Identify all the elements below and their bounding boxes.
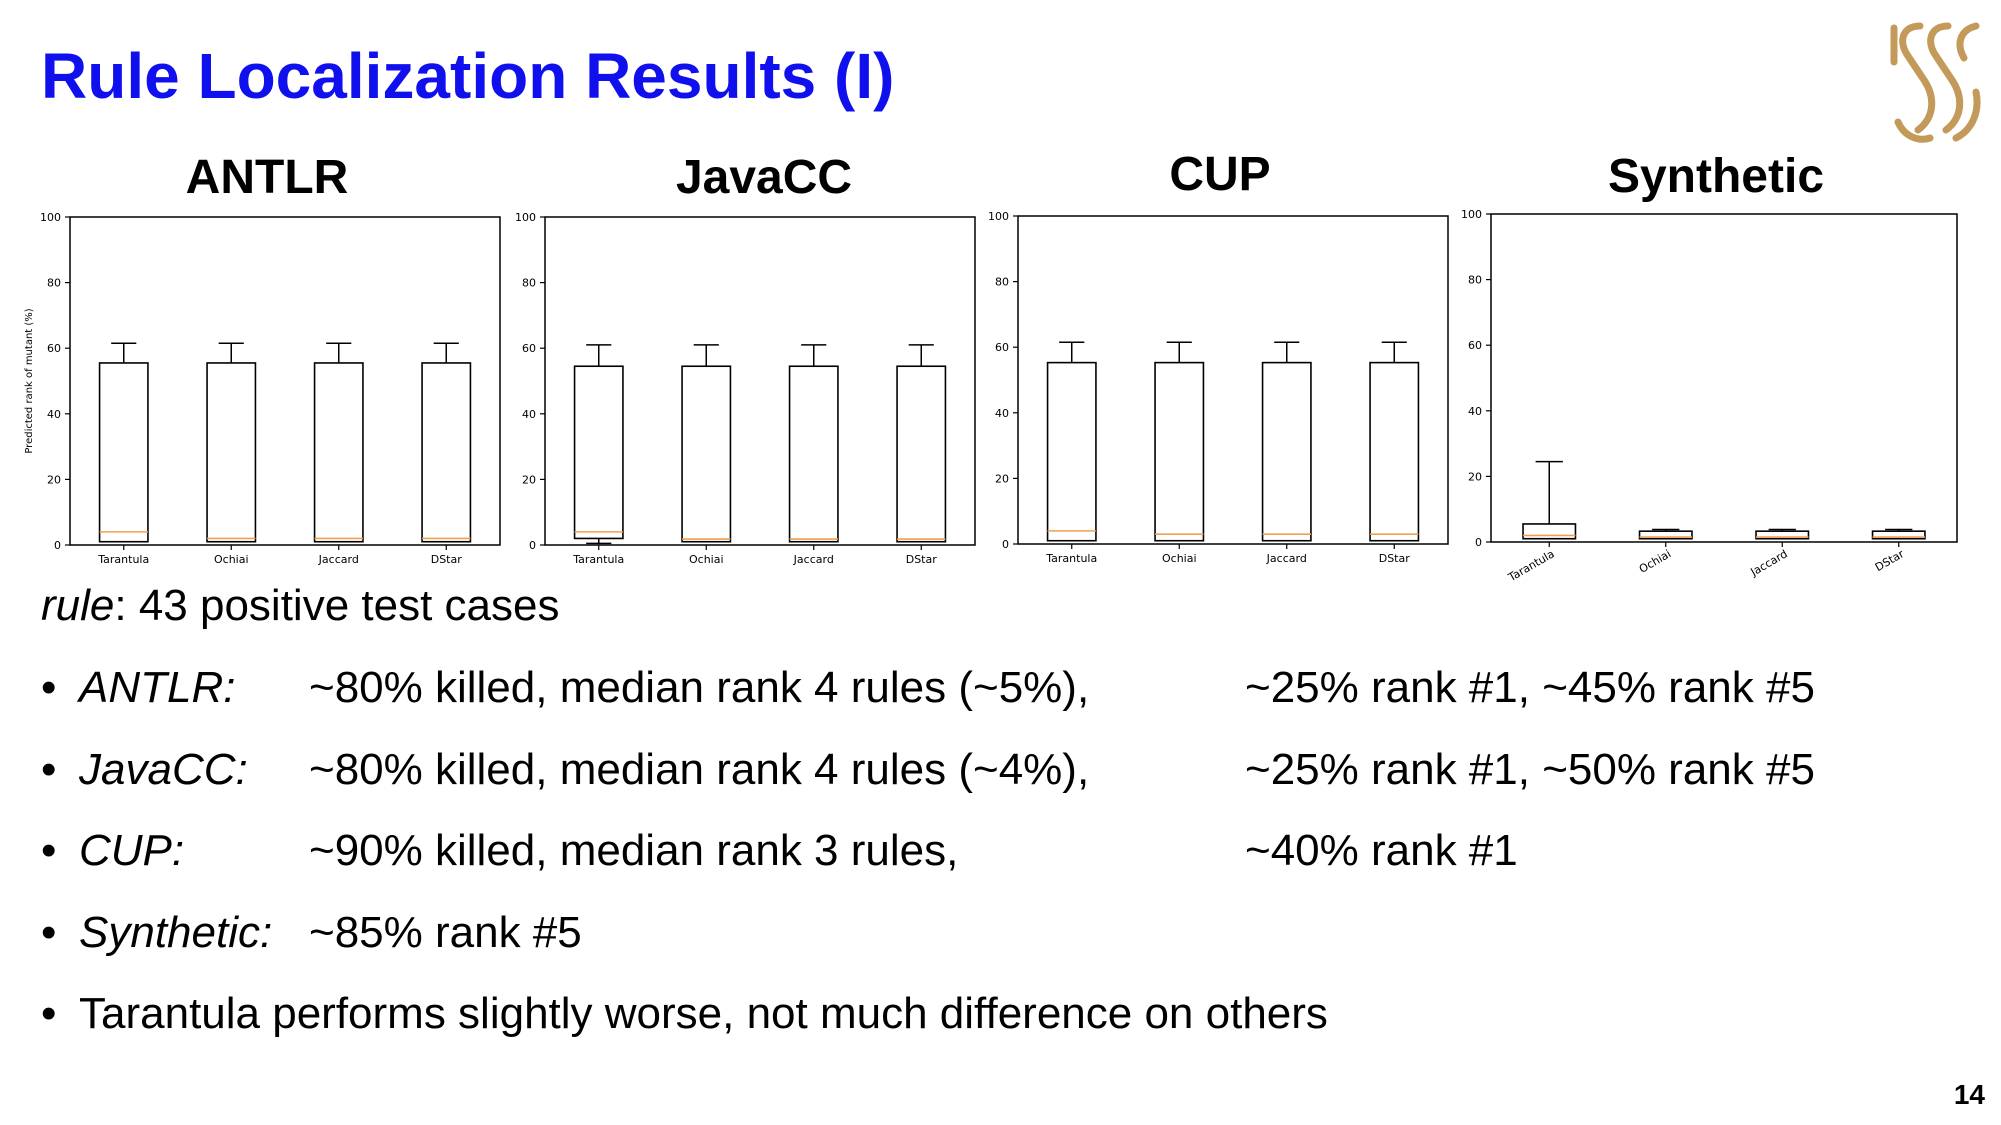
bullet-label: ANTLR: bbox=[79, 663, 236, 712]
y-tick-label: 60 bbox=[995, 341, 1009, 354]
intro-emphasis: rule bbox=[41, 581, 115, 630]
chart-title-cup: CUP bbox=[1169, 148, 1271, 201]
bullet-symbol: • bbox=[41, 663, 57, 712]
box-body bbox=[788, 365, 839, 543]
x-tick-label: Jaccard bbox=[1748, 547, 1790, 579]
x-tick-label: Jaccard bbox=[1266, 552, 1307, 565]
x-tick-label: Tarantula bbox=[1505, 547, 1557, 584]
box-body bbox=[1369, 361, 1420, 542]
x-tick-label: Tarantula bbox=[572, 553, 624, 566]
x-tick-label: Jaccard bbox=[318, 553, 359, 566]
boxplot-charts: 0 20 40 60 80 100 Predicted rank of mutant (%)… bbox=[24, 208, 1958, 585]
x-tick-label: DStar bbox=[431, 553, 463, 566]
bullet-label: CUP: bbox=[79, 826, 185, 875]
y-tick-label: 80 bbox=[1468, 274, 1482, 287]
y-tick-label: 100 bbox=[1461, 208, 1482, 221]
box-body bbox=[1261, 361, 1312, 542]
y-tick-label: 0 bbox=[1002, 538, 1009, 551]
bullet-col2: ~25% rank #1, ~45% rank #5 bbox=[1245, 663, 1815, 712]
intro-line: rule: 43 positive test cases bbox=[41, 584, 560, 628]
box-body bbox=[1154, 361, 1205, 542]
university-logo-icon bbox=[1890, 22, 1981, 143]
chart-title-antlr: ANTLR bbox=[185, 151, 349, 204]
bullet-label: Synthetic: bbox=[79, 908, 273, 957]
y-tick-label: 100 bbox=[988, 210, 1009, 223]
y-tick-label: 0 bbox=[1475, 536, 1482, 549]
plot-frame bbox=[1017, 215, 1449, 545]
plot-frame bbox=[69, 216, 501, 546]
bullet-symbol: • bbox=[41, 908, 57, 957]
box-body bbox=[313, 362, 364, 543]
box-body bbox=[206, 362, 257, 543]
plot-frame bbox=[1490, 213, 1958, 543]
x-tick-label: Tarantula bbox=[97, 553, 149, 566]
bullet-symbol: • bbox=[41, 745, 57, 794]
x-tick-label: DStar bbox=[1873, 547, 1907, 574]
y-tick-label: 20 bbox=[1468, 470, 1482, 483]
x-tick-label: Tarantula bbox=[1045, 552, 1097, 565]
x-tick-label: Ochiai bbox=[1637, 547, 1673, 576]
bullet-col1: ~85% rank #5 bbox=[309, 908, 582, 957]
box-body bbox=[98, 362, 149, 543]
x-tick-label: DStar bbox=[906, 553, 938, 566]
y-tick-label: 40 bbox=[47, 408, 61, 421]
bullet-summary-text: Tarantula performs slightly worse, not m… bbox=[79, 989, 1328, 1038]
y-tick-label: 20 bbox=[47, 473, 61, 486]
box-body bbox=[1871, 530, 1926, 540]
y-tick-label: 80 bbox=[522, 277, 536, 290]
y-tick-label: 80 bbox=[995, 276, 1009, 289]
x-tick-label: Ochiai bbox=[214, 553, 249, 566]
y-tick-label: 40 bbox=[995, 407, 1009, 420]
bullet-col1: ~90% killed, median rank 3 rules, bbox=[309, 826, 959, 875]
x-tick-label: DStar bbox=[1379, 552, 1411, 565]
page-number: 14 bbox=[1953, 1079, 1985, 1110]
bullet-symbol: • bbox=[41, 826, 57, 875]
x-tick-label: Ochiai bbox=[1162, 552, 1197, 565]
bullet-col1: ~80% killed, median rank 4 rules (~4%), bbox=[309, 745, 1090, 794]
plot-frame bbox=[544, 216, 976, 546]
x-tick-label: Ochiai bbox=[689, 553, 724, 566]
box-body bbox=[1522, 523, 1577, 540]
bullet-col2: ~40% rank #1 bbox=[1245, 826, 1518, 875]
box-body bbox=[421, 362, 472, 543]
y-tick-label: 80 bbox=[47, 277, 61, 290]
y-tick-label: 0 bbox=[529, 539, 536, 552]
x-tick-label: Jaccard bbox=[793, 553, 834, 566]
y-tick-label: 0 bbox=[54, 539, 61, 552]
y-axis-label: Predicted rank of mutant (%) bbox=[24, 308, 35, 453]
y-tick-label: 100 bbox=[515, 211, 536, 224]
bullet-col2: ~25% rank #1, ~50% rank #5 bbox=[1245, 745, 1815, 794]
y-tick-label: 100 bbox=[40, 211, 61, 224]
y-tick-label: 20 bbox=[522, 473, 536, 486]
box-body bbox=[1046, 361, 1097, 542]
box-body bbox=[1755, 530, 1810, 540]
box-body bbox=[1638, 530, 1693, 540]
y-tick-label: 20 bbox=[995, 472, 1009, 485]
bullet-col1: ~80% killed, median rank 4 rules (~5%), bbox=[309, 663, 1090, 712]
bullet-symbol: • bbox=[41, 989, 57, 1038]
bullet-label: JavaCC: bbox=[79, 745, 248, 794]
y-tick-label: 40 bbox=[522, 408, 536, 421]
y-tick-label: 40 bbox=[1468, 405, 1482, 418]
slide-title: Rule Localization Results (I) bbox=[41, 40, 895, 112]
box-body bbox=[896, 365, 947, 543]
box-body bbox=[573, 365, 624, 540]
chart-title-synthetic: Synthetic bbox=[1607, 150, 1825, 203]
y-tick-label: 60 bbox=[1468, 339, 1482, 352]
chart-title-javacc: JavaCC bbox=[675, 151, 853, 204]
intro-text: : 43 positive test cases bbox=[114, 581, 560, 630]
box-body bbox=[681, 365, 732, 543]
y-tick-label: 60 bbox=[47, 342, 61, 355]
y-tick-label: 60 bbox=[522, 342, 536, 355]
